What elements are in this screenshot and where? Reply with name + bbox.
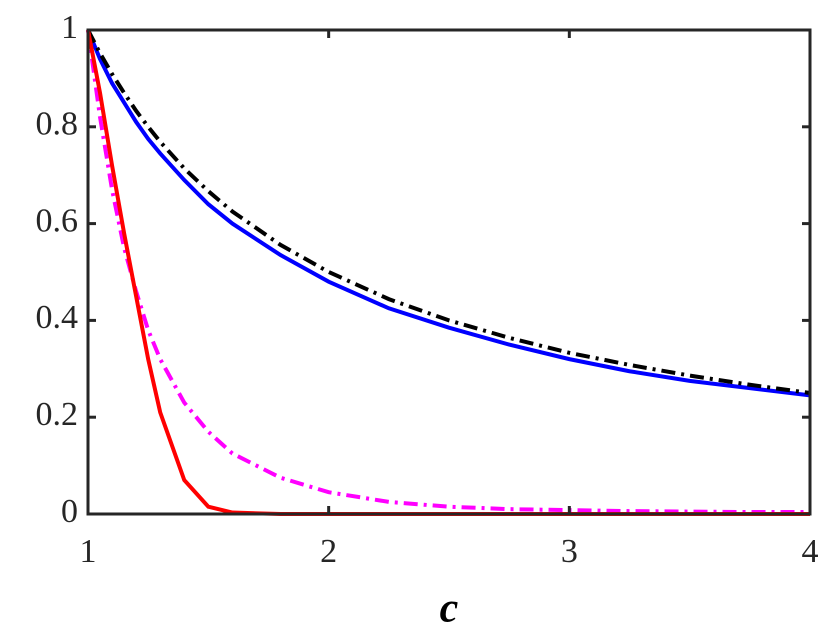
y-tick-label: 0.8 bbox=[36, 106, 79, 143]
x-tick-label: 2 bbox=[320, 533, 337, 570]
y-tick-label: 0.4 bbox=[36, 299, 79, 336]
line-series bbox=[86, 29, 811, 398]
plot-frame bbox=[86, 28, 812, 516]
x-tick-label: 3 bbox=[561, 533, 578, 570]
line-series bbox=[86, 29, 810, 516]
line-series bbox=[86, 29, 810, 515]
x-tick-label: 4 bbox=[802, 533, 819, 570]
y-tick-label: 0.2 bbox=[36, 396, 79, 433]
y-tick-label: 1 bbox=[61, 9, 78, 46]
x-axis-label: c bbox=[440, 586, 459, 632]
line-series bbox=[86, 29, 811, 395]
x-tick-label: 1 bbox=[80, 533, 97, 570]
y-tick-label: 0.6 bbox=[36, 202, 79, 239]
y-tick-label: 0 bbox=[61, 493, 78, 530]
